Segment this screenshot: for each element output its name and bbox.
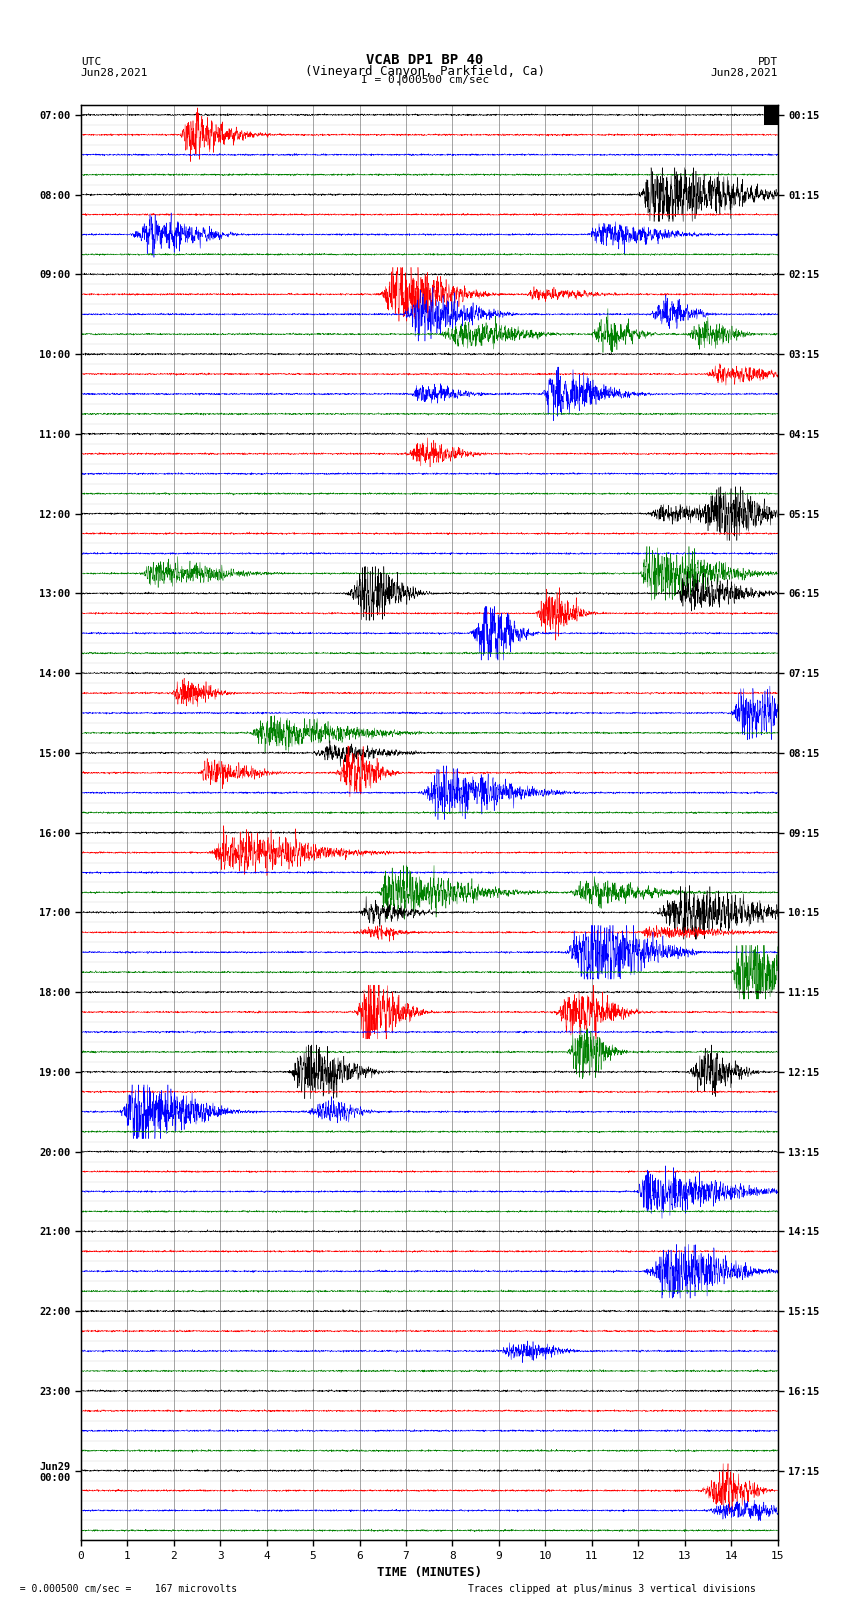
X-axis label: TIME (MINUTES): TIME (MINUTES) xyxy=(377,1566,482,1579)
Text: Jun28,2021: Jun28,2021 xyxy=(81,68,148,77)
Text: = 0.000500 cm/sec =    167 microvolts: = 0.000500 cm/sec = 167 microvolts xyxy=(8,1584,238,1594)
Text: |: | xyxy=(396,73,403,85)
Text: PDT: PDT xyxy=(757,56,778,66)
Text: VCAB DP1 BP 40: VCAB DP1 BP 40 xyxy=(366,53,484,66)
Text: Jun28,2021: Jun28,2021 xyxy=(711,68,778,77)
Text: Traces clipped at plus/minus 3 vertical divisions: Traces clipped at plus/minus 3 vertical … xyxy=(468,1584,756,1594)
Bar xyxy=(764,105,778,124)
Text: UTC: UTC xyxy=(81,56,101,66)
Text: (Vineyard Canyon, Parkfield, Ca): (Vineyard Canyon, Parkfield, Ca) xyxy=(305,65,545,77)
Text: I = 0.000500 cm/sec: I = 0.000500 cm/sec xyxy=(361,76,489,85)
